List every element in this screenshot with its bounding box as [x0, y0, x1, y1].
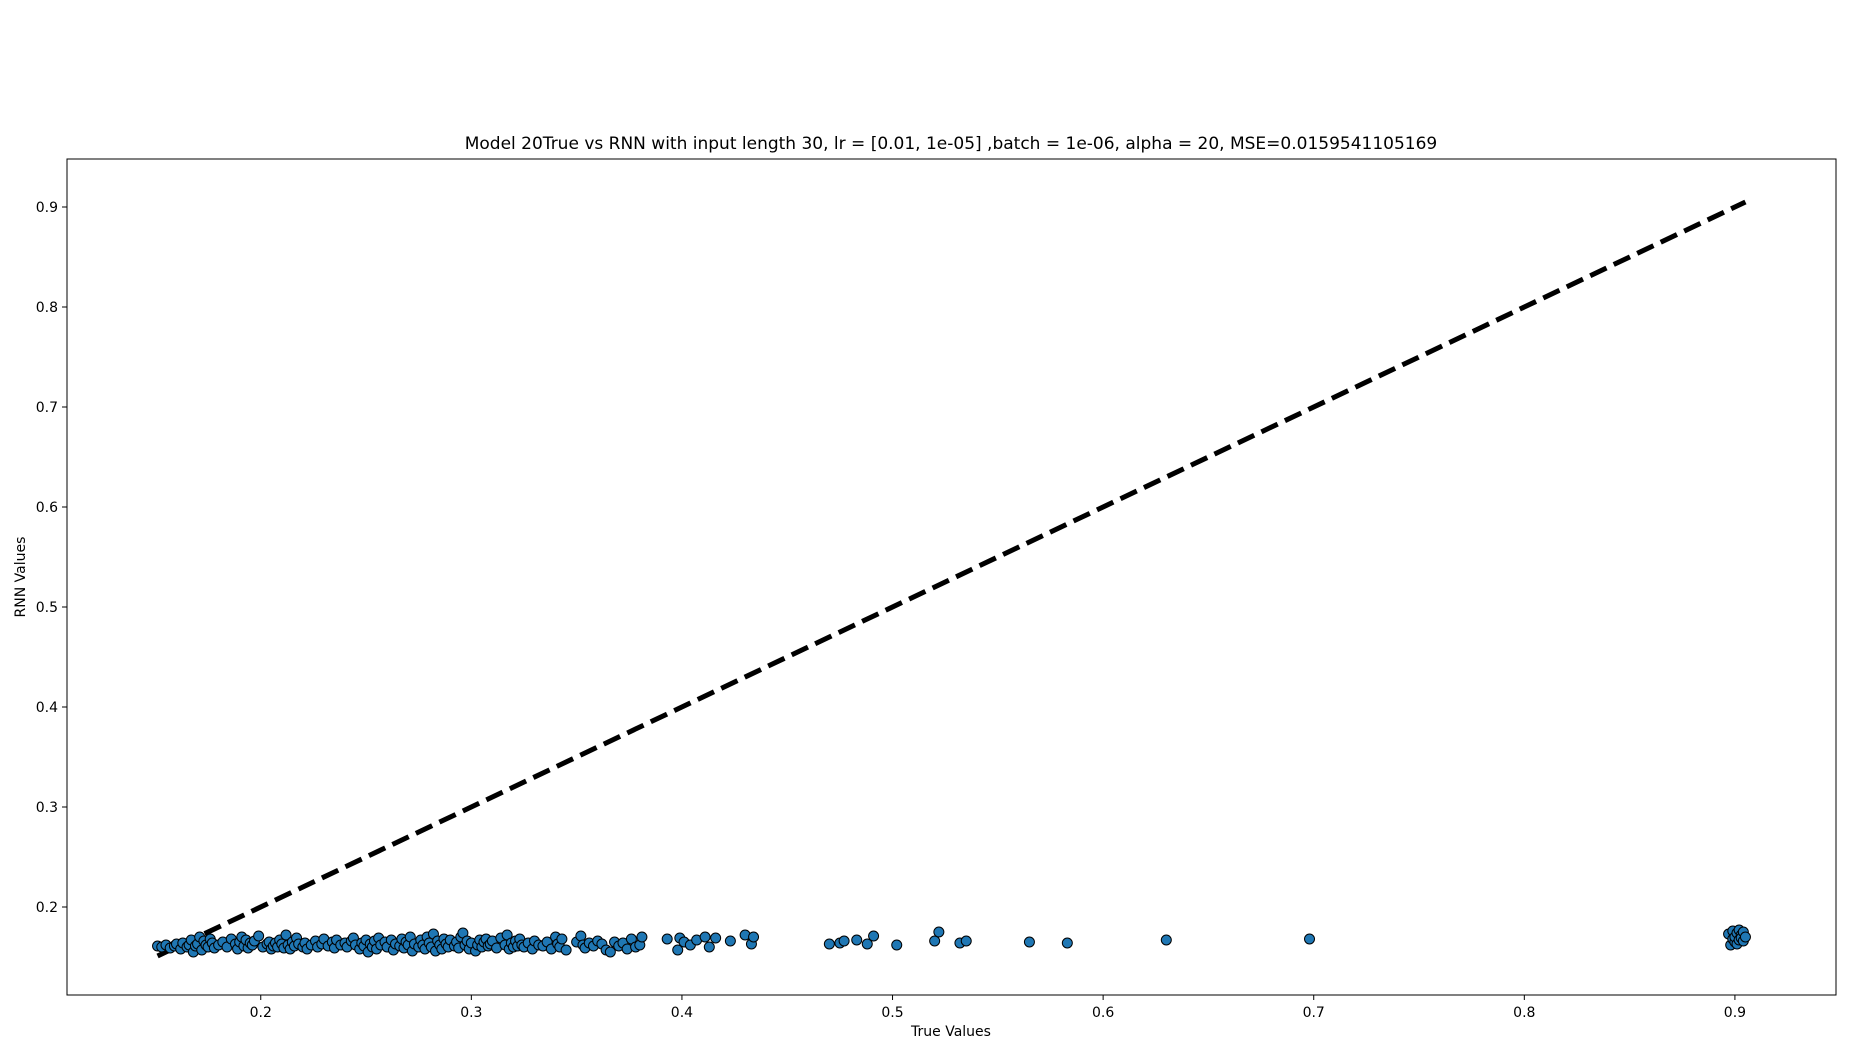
scatter-point [1739, 931, 1751, 943]
x-tick-label: 0.3 [460, 1005, 482, 1021]
scatter-point [672, 944, 684, 956]
y-tick-label: 0.8 [36, 300, 58, 316]
x-tick-label: 0.8 [1513, 1005, 1535, 1021]
scatter-point [838, 935, 850, 947]
y-tick-label: 0.9 [36, 200, 58, 216]
scatter-point [703, 941, 715, 953]
scatter-point [710, 932, 722, 944]
y-axis-label: RNN Values [13, 537, 29, 618]
scatter-point [748, 931, 760, 943]
axes-frame [66, 158, 1837, 996]
scatter-point [933, 926, 945, 938]
scatter-point [575, 930, 587, 942]
y-tick-label: 0.6 [36, 500, 58, 516]
scatter-point [1023, 936, 1035, 948]
scatter-point [823, 938, 835, 950]
chart-title: Model 20True vs RNN with input length 30… [465, 134, 1438, 154]
scatter-point [699, 931, 711, 943]
y-axis-ticks: 0.2 0.3 0.4 0.5 0.6 0.7 0.8 0.9 [36, 200, 67, 916]
x-axis-label: True Values [910, 1024, 991, 1040]
x-tick-label: 0.4 [671, 1005, 693, 1021]
scatter-point [560, 944, 572, 956]
x-axis-ticks: 0.2 0.3 0.4 0.5 0.6 0.7 0.8 0.9 [250, 995, 1746, 1021]
identity-reference-line [156, 199, 1747, 959]
scatter-point [661, 933, 673, 945]
scatter-point [604, 946, 616, 958]
y-tick-label: 0.2 [36, 900, 58, 916]
scatter-point [1061, 937, 1073, 949]
scatter-point [929, 935, 941, 947]
y-tick-label: 0.7 [36, 400, 58, 416]
scatter-point [851, 934, 863, 946]
x-tick-label: 0.9 [1724, 1005, 1746, 1021]
scatter-point [1304, 933, 1316, 945]
scatter-point [1160, 934, 1172, 946]
scatter-point [636, 931, 648, 943]
x-tick-label: 0.2 [250, 1005, 272, 1021]
scatter-point [724, 935, 736, 947]
points-layer [152, 924, 1751, 958]
x-tick-label: 0.7 [1303, 1005, 1325, 1021]
y-tick-label: 0.5 [36, 600, 58, 616]
scatter-point [891, 939, 903, 951]
scatter-point [960, 935, 972, 947]
plot-area [66, 158, 1837, 996]
x-tick-label: 0.6 [1092, 1005, 1114, 1021]
y-tick-label: 0.4 [36, 700, 58, 716]
x-tick-label: 0.5 [881, 1005, 903, 1021]
scatter-point [861, 938, 873, 950]
scatter-point [253, 930, 265, 942]
scatter-point [556, 933, 568, 945]
y-tick-label: 0.3 [36, 800, 58, 816]
scatter-point [868, 930, 880, 942]
reference-line-layer [156, 199, 1747, 959]
